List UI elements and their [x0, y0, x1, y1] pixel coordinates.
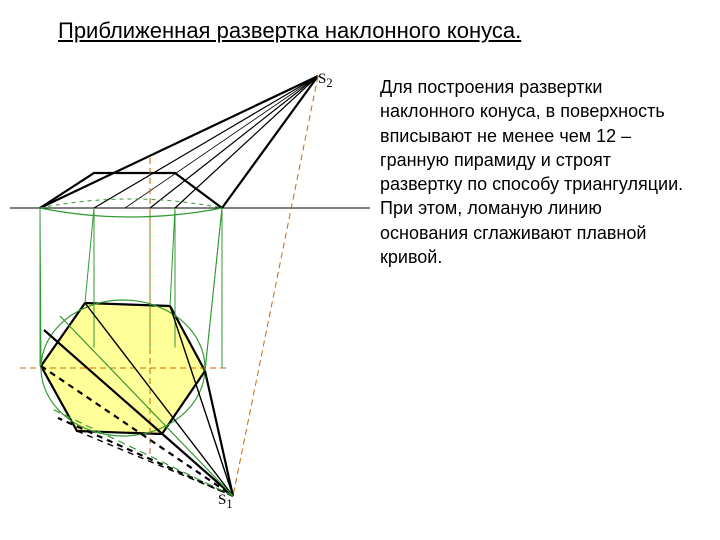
cone-diagram — [10, 58, 370, 518]
description-text: Для построения развертки наклонного кону… — [380, 75, 690, 269]
page-title: Приближенная развертка наклонного конуса… — [58, 18, 521, 44]
